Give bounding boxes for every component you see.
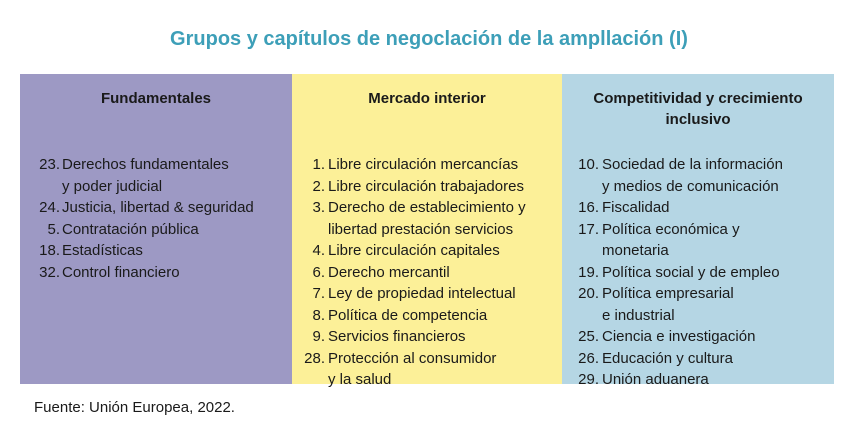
chapter-item: 1. Libre circulación mercancías [292,154,562,176]
chapter-item: 7. Ley de propiedad intelectual [292,283,562,305]
chapter-label: Ley de propiedad intelectual [328,285,516,302]
chapter-label: Política económica y monetaria [602,220,740,260]
chapter-label: Servicios financieros [328,328,466,345]
chapter-number: 9. [312,328,325,345]
chapter-number: 3. [312,199,325,216]
chapter-label: Justicia, libertad & seguridad [62,199,254,216]
chapter-item: 4. Libre circulación capitales [292,240,562,262]
chapter-number: 24. [39,199,60,216]
chapter-label: Sociedad de la información y medios de c… [602,156,783,195]
chapter-number: 19. [578,263,599,281]
chapter-item: 25. Ciencia e investigación [562,326,834,348]
source-note: Fuente: Unión Europea, 2022. [34,399,235,416]
chapter-number: 4. [312,242,325,259]
chapter-item: 20. Política empresarial e industrial [562,283,834,326]
column-header: Fundamentales [100,90,212,107]
page-title: Grupos y capítulos de negoclación de la … [170,28,688,50]
chapter-item: 8. Política de competencia [292,305,562,327]
column-fundamentales: Fundamentales 23. Derechos fundamentales … [20,74,292,384]
chapter-item: 16. Fiscalidad [562,197,834,219]
chapter-list: 10. Sociedad de la información y medios d… [562,154,834,391]
chapter-item: 29. Unión aduanera [562,369,834,391]
chapter-item: 23. Derechos fundamentales y poder judici… [20,154,292,197]
chapter-number: 5. [47,220,60,238]
chapter-label: Educación y cultura [602,349,733,367]
chapter-number: 29. [578,371,599,388]
chapter-number: 26. [578,349,599,367]
chapter-label: Contratación pública [62,220,199,238]
column-header: Mercado interior [368,90,486,107]
chapter-item: 19. Política social y de empleo [562,262,834,284]
chapter-item: 9. Servicios financieros [292,326,562,348]
chapter-label: Libre circulación capitales [328,242,500,259]
chapter-label: Derecho de establecimiento y libertad pr… [328,199,526,238]
chapters-table: Fundamentales 23. Derechos fundamentales … [20,74,834,388]
chapter-number: 8. [312,306,325,324]
chapter-number: 2. [312,177,325,195]
chapter-label: Estadísticas [62,242,143,259]
chapter-label: Política social y de empleo [602,263,780,281]
chapter-list: 1. Libre circulación mercancías 2. Libre ci… [292,154,562,391]
chapter-label: Fiscalidad [602,199,670,216]
chapter-item: 18. Estadísticas [20,240,292,262]
chapter-label: Control financiero [62,263,180,281]
chapter-item: 26. Educación y cultura [562,348,834,370]
chapter-label: Protección al consumidor y la salud [328,349,497,389]
chapter-item: 28. Protección al consumidor y la salud [292,348,562,391]
chapter-number: 10. [578,156,599,173]
chapter-number: 18. [39,242,60,259]
chapter-number: 20. [578,285,599,302]
column-mercado-interior: Mercado interior 1. Libre circulación mer… [292,74,562,388]
chapter-item: 32. Control financiero [20,262,292,284]
chapter-number: 25. [578,328,599,345]
column-competitividad: Competitividad y crecimiento inclusivo 1… [562,74,834,388]
chapter-number: 32. [39,263,60,281]
chapter-label: Libre circulación mercancías [328,156,519,173]
chapter-number: 7. [312,285,325,302]
chapter-label: Derecho mercantil [328,263,450,281]
chapter-item: 10. Sociedad de la información y medios d… [562,154,834,197]
chapter-number: 16. [578,199,599,216]
chapter-item: 3. Derecho de establecimiento y libertad … [292,197,562,240]
chapter-list: 23. Derechos fundamentales y poder judici… [20,154,292,283]
chapter-label: Política empresarial e industrial [602,285,734,324]
chapter-number: 1. [312,156,325,173]
chapter-label: Ciencia e investigación [602,328,756,345]
chapter-label: Política de competencia [328,306,488,324]
chapter-number: 28. [304,349,325,367]
chapter-number: 23. [39,156,60,173]
chapter-label: Unión aduanera [602,371,709,388]
chapter-item: 6. Derecho mercantil [292,262,562,284]
chapter-label: Libre circulación trabajadores [328,177,524,195]
chapter-item: 17. Política económica y monetaria [562,219,834,262]
chapter-item: 2. Libre circulación trabajadores [292,176,562,198]
chapter-item: 5. Contratación pública [20,219,292,241]
chapter-item: 24. Justicia, libertad & seguridad [20,197,292,219]
chapter-label: Derechos fundamentales y poder judicial [62,156,229,195]
column-header: Competitividad y crecimiento inclusivo [593,90,803,128]
chapter-number: 6. [312,263,325,281]
chapter-number: 17. [578,220,599,238]
